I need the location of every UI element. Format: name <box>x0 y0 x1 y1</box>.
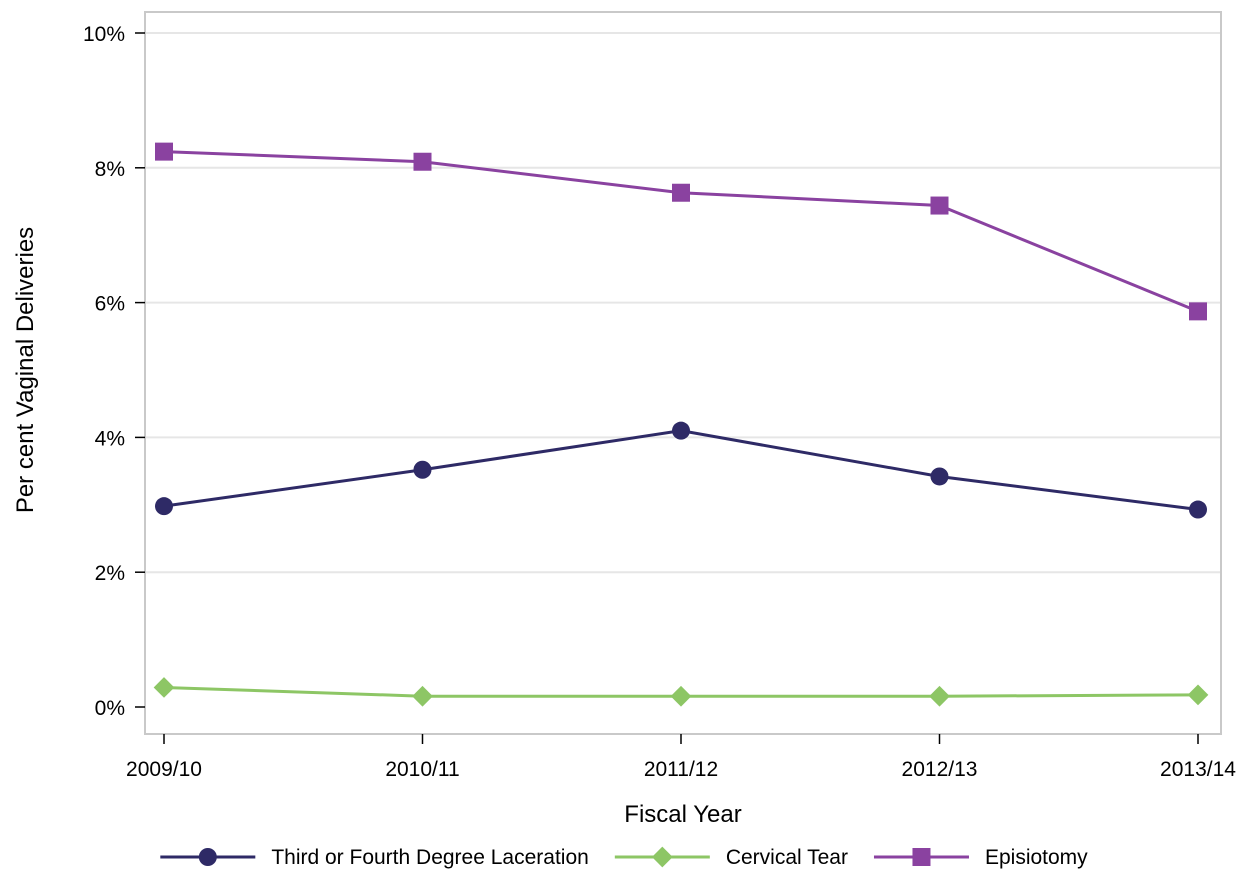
data-point <box>672 421 690 440</box>
series-layer <box>153 142 1209 707</box>
series-1 <box>153 677 1209 707</box>
legend-label: Cervical Tear <box>726 846 848 869</box>
legend-marker <box>651 846 673 868</box>
legend-item: Third or Fourth Degree Laceration <box>160 846 589 869</box>
data-point <box>155 142 173 161</box>
legend-label: Third or Fourth Degree Laceration <box>271 846 589 869</box>
x-axis-label: Fiscal Year <box>624 801 741 828</box>
data-point <box>413 460 432 479</box>
x-tick-label: 2011/12 <box>644 758 718 781</box>
legend-marker <box>198 848 217 866</box>
data-point <box>670 685 692 707</box>
data-point <box>412 685 433 707</box>
y-tick-label: 4% <box>95 427 125 450</box>
y-tick-label: 8% <box>95 158 125 181</box>
series-0 <box>155 421 1207 519</box>
legend-item: Cervical Tear <box>614 846 848 869</box>
y-tick-label: 0% <box>95 697 125 720</box>
gridlines <box>146 32 1220 574</box>
legend-item: Episiotomy <box>873 846 1088 869</box>
data-point <box>413 152 432 171</box>
data-point <box>930 196 949 215</box>
x-tick-label: 2010/11 <box>385 758 459 781</box>
data-point <box>1189 302 1207 321</box>
data-point <box>1187 684 1209 706</box>
data-point <box>155 497 173 516</box>
y-tick-label: 2% <box>95 562 125 585</box>
data-point <box>672 183 690 202</box>
legend: Third or Fourth Degree Laceration Cervica… <box>160 846 1088 869</box>
x-tick-label: 2013/14 <box>1160 758 1236 781</box>
data-point <box>929 685 950 707</box>
x-tick-label: 2009/10 <box>126 758 202 781</box>
legend-marker <box>912 848 931 866</box>
legend-label: Episiotomy <box>985 846 1088 869</box>
plot-area <box>144 11 1222 735</box>
y-tick-label: 6% <box>95 293 125 316</box>
series-2 <box>155 142 1207 321</box>
axes: 0% 2% 4% 6% 8% 10% 2009/10 2010/11 2011/12 2012/1… <box>83 23 1236 781</box>
y-tick-label: 10% <box>83 23 125 46</box>
data-point <box>153 677 175 698</box>
x-tick-label: 2012/13 <box>902 758 978 781</box>
data-point <box>1189 500 1207 519</box>
y-axis-label: Per cent Vaginal Deliveries <box>12 227 39 513</box>
data-point <box>930 467 949 486</box>
